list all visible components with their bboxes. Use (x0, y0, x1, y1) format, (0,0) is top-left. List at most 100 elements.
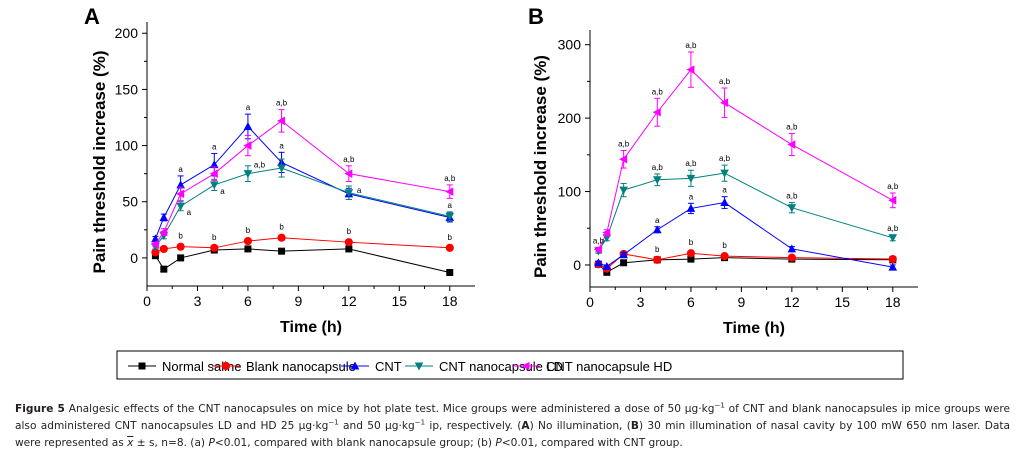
significance-label: a,b (786, 123, 798, 132)
series-cnt-nanocapsule-ld: a,b a,b a,b a,b a,b (594, 154, 899, 256)
data-point (888, 234, 898, 243)
data-point (243, 236, 253, 246)
data-point (159, 227, 168, 237)
data-point (619, 154, 628, 164)
x-tick-label: 15 (392, 293, 408, 309)
data-point (150, 240, 159, 249)
series-line (154, 248, 450, 274)
data-point (209, 160, 219, 169)
significance-label: a (448, 201, 453, 210)
panel-label: A (84, 4, 100, 29)
data-point (602, 261, 612, 270)
data-point (176, 202, 185, 211)
panel-label: B (528, 4, 544, 29)
data-point (888, 262, 898, 271)
data-point (446, 269, 454, 277)
x-tick-label: 6 (687, 294, 695, 310)
series-normal-saline (594, 254, 897, 276)
data-point (686, 249, 696, 258)
legend-marker (350, 361, 360, 370)
data-point (619, 186, 628, 195)
caption-figure-label: Figure 5 (15, 403, 65, 415)
x-tick-label: 9 (294, 293, 302, 309)
y-axis-label: Pain threshold increase (%) (531, 55, 550, 278)
data-point (620, 259, 628, 267)
data-point (209, 169, 218, 178)
legend-box (116, 350, 904, 380)
data-point (160, 265, 168, 273)
x-tick-label: 15 (835, 294, 851, 310)
y-tick-label: 200 (115, 25, 139, 41)
significance-label: b (689, 238, 694, 247)
series-normal-saline (151, 245, 454, 277)
data-point (151, 234, 160, 243)
legend-label: CNT nanocapsule HD (546, 359, 672, 374)
significance-label: a (357, 186, 362, 195)
data-point (277, 164, 286, 173)
significance-label: a (689, 192, 694, 201)
data-point (209, 181, 219, 190)
data-point (720, 198, 729, 207)
panel-a: 0 50 100 150 200 0 3 6 9 12 15 18 Time (h) Pain thres… (84, 4, 475, 336)
data-point (445, 187, 454, 196)
series-line (597, 172, 893, 252)
x-tick-label: 12 (784, 294, 800, 310)
significance-label: b (347, 227, 352, 236)
data-point (720, 98, 729, 107)
significance-label: b (212, 233, 217, 242)
figure-caption: Figure 5 Analgesic effects of the CNT na… (15, 401, 1011, 449)
data-point (151, 248, 160, 257)
y-tick-label: 150 (115, 81, 139, 97)
y-tick-label: 300 (558, 37, 582, 53)
data-point (243, 141, 252, 150)
data-point (345, 245, 353, 253)
data-point (652, 176, 662, 185)
significance-label: a,b (719, 154, 731, 163)
data-point (594, 258, 603, 267)
data-point (787, 253, 796, 262)
series-line (597, 68, 894, 250)
x-tick-label: 6 (244, 293, 252, 309)
significance-label: b (655, 245, 660, 254)
significance-label: a (279, 141, 284, 150)
legend-marker (138, 362, 146, 370)
data-point (344, 169, 353, 178)
significance-label: a (212, 142, 217, 151)
y-tick-label: 50 (122, 194, 138, 210)
x-axis-label: Time (h) (280, 319, 342, 336)
x-tick-label: 3 (637, 294, 645, 310)
y-tick-label: 100 (115, 138, 139, 154)
significance-label: a (187, 208, 192, 217)
series-blank-nanocapsule: bb b (594, 238, 897, 273)
legend-item: CNT (341, 359, 402, 374)
data-point (176, 189, 185, 199)
x-tick-label: 18 (442, 293, 458, 309)
legend-label: CNT nanocapsule LD (439, 359, 563, 374)
data-point (176, 180, 185, 189)
legend-item: Normal saline (128, 359, 241, 374)
legend-item: CNT nanocapsule HD (512, 359, 672, 374)
x-tick-label: 18 (885, 294, 901, 310)
significance-label: a,b (685, 41, 697, 50)
data-point (787, 140, 796, 149)
series-line (598, 257, 893, 273)
series-cnt: a a a a (151, 103, 455, 243)
significance-label: a (178, 165, 183, 174)
data-point (593, 245, 602, 254)
legend: Normal saline Blank nanocapsule CNT CNT nan… (116, 350, 904, 380)
data-point (344, 189, 354, 198)
significance-label: a (655, 216, 660, 225)
panel-b: 0 100 200 300 0 3 6 9 12 15 18 Time (h) Pain thresho… (528, 4, 918, 337)
significance-label: a (722, 186, 727, 195)
data-point (277, 233, 286, 242)
significance-label: a,b (343, 155, 355, 164)
legend-label: Normal saline (162, 359, 241, 374)
significance-label: a,b (444, 174, 456, 183)
data-point (445, 243, 454, 252)
data-point (720, 252, 729, 261)
significance-label: b (279, 223, 284, 232)
significance-label: a,b (887, 182, 899, 191)
legend-marker (414, 362, 424, 371)
data-point (602, 228, 611, 237)
